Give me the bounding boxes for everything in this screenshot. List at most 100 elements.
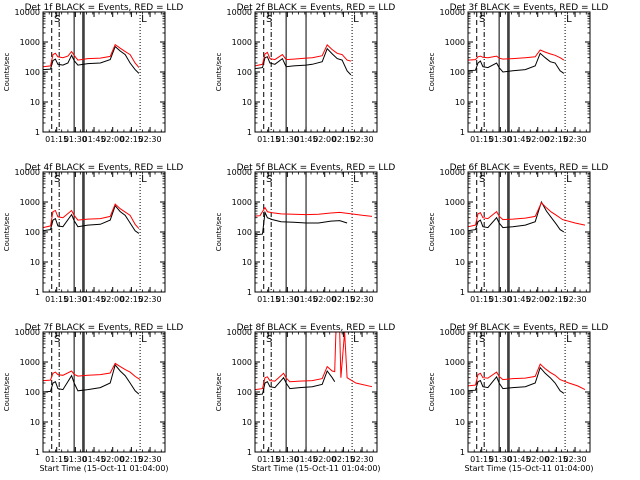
x-tick-label: 02:30 bbox=[564, 135, 587, 144]
x-tick-label: 02:00 bbox=[101, 295, 124, 304]
interval-marker-L: L bbox=[566, 14, 572, 25]
y-tick-label: 1 bbox=[460, 288, 465, 297]
y-tick-label: 10000 bbox=[440, 8, 465, 17]
y-axis-label: Counts/sec bbox=[428, 373, 436, 412]
plot-frame bbox=[42, 331, 166, 453]
y-tick-label: 10000 bbox=[227, 8, 252, 17]
y-tick-label: 1000 bbox=[445, 38, 465, 47]
y-tick-label: 1000 bbox=[232, 198, 252, 207]
x-tick-label: 02:00 bbox=[526, 135, 549, 144]
interval-marker-S: S bbox=[54, 14, 60, 25]
x-tick-label: 01:30 bbox=[489, 455, 512, 464]
y-tick-label: 10 bbox=[455, 418, 465, 427]
y-tick-label: 10 bbox=[30, 418, 40, 427]
series-line-lld bbox=[255, 206, 373, 217]
y-tick-label: 1 bbox=[460, 128, 465, 137]
interval-marker-L: L bbox=[566, 174, 572, 185]
x-tick-label: 02:15 bbox=[545, 295, 568, 304]
x-tick-label: 02:30 bbox=[564, 295, 587, 304]
y-tick-label: 100 bbox=[237, 68, 252, 77]
series-line-lld bbox=[468, 49, 565, 61]
y-tick-label: 100 bbox=[450, 388, 465, 397]
interval-marker-S: S bbox=[479, 334, 485, 345]
y-axis-label: Counts/sec bbox=[3, 373, 11, 412]
panel-title: Det 7f BLACK = Events, RED = LLD bbox=[25, 323, 184, 333]
panel-title: Det 3f BLACK = Events, RED = LLD bbox=[450, 3, 609, 13]
x-tick-label: 02:30 bbox=[139, 295, 162, 304]
detector-panel: Det 2f BLACK = Events, RED = LLD Counts/s… bbox=[215, 3, 395, 144]
y-axis-label: Counts/sec bbox=[215, 213, 223, 252]
series-line-lld bbox=[255, 44, 352, 67]
x-tick-label: 01:45 bbox=[508, 295, 531, 304]
y-tick-label: 1 bbox=[247, 448, 252, 457]
y-tick-label: 10000 bbox=[440, 328, 465, 337]
x-tick-label: 01:30 bbox=[64, 455, 87, 464]
x-tick-label: 02:30 bbox=[351, 295, 374, 304]
interval-marker-L: L bbox=[353, 174, 359, 185]
y-tick-label: 100 bbox=[450, 228, 465, 237]
detector-panel: Det 4f BLACK = Events, RED = LLD Counts/s… bbox=[3, 163, 183, 304]
x-tick-label: 01:15 bbox=[257, 295, 280, 304]
series-line-events bbox=[255, 210, 348, 236]
x-tick-label: 01:15 bbox=[45, 135, 68, 144]
y-tick-label: 10 bbox=[30, 258, 40, 267]
panel-title: Det 1f BLACK = Events, RED = LLD bbox=[25, 3, 184, 13]
x-tick-label: 02:00 bbox=[101, 455, 124, 464]
panel-title: Det 8f BLACK = Events, RED = LLD bbox=[237, 323, 396, 333]
series-line-events bbox=[255, 47, 352, 76]
y-tick-label: 100 bbox=[450, 68, 465, 77]
y-tick-label: 1 bbox=[247, 288, 252, 297]
detector-panel: Det 3f BLACK = Events, RED = LLD Counts/s… bbox=[428, 3, 608, 144]
x-tick-label: 02:30 bbox=[139, 135, 162, 144]
interval-marker-S: S bbox=[479, 174, 485, 185]
y-axis-label: Counts/sec bbox=[3, 213, 11, 252]
y-tick-label: 10000 bbox=[15, 328, 40, 337]
plot-frame bbox=[254, 171, 378, 293]
interval-marker-S: S bbox=[54, 334, 60, 345]
panel-title: Det 9f BLACK = Events, RED = LLD bbox=[450, 323, 609, 333]
y-tick-label: 1 bbox=[35, 288, 40, 297]
x-tick-label: 01:30 bbox=[64, 135, 87, 144]
y-tick-label: 1 bbox=[460, 448, 465, 457]
interval-marker-S: S bbox=[54, 174, 60, 185]
x-tick-label: 02:15 bbox=[332, 295, 355, 304]
panel-title: Det 5f BLACK = Events, RED = LLD bbox=[237, 163, 396, 173]
y-tick-label: 100 bbox=[25, 68, 40, 77]
series-line-events bbox=[43, 204, 140, 234]
interval-marker-L: L bbox=[566, 334, 572, 345]
y-tick-label: 1000 bbox=[232, 38, 252, 47]
x-tick-label: 02:15 bbox=[120, 455, 143, 464]
x-tick-label: 02:30 bbox=[351, 455, 374, 464]
x-tick-label: 01:15 bbox=[45, 295, 68, 304]
y-tick-label: 1000 bbox=[445, 198, 465, 207]
x-tick-label: 02:00 bbox=[313, 135, 336, 144]
panel-title: Det 2f BLACK = Events, RED = LLD bbox=[237, 3, 396, 13]
interval-marker-L: L bbox=[141, 14, 147, 25]
detector-panel: Det 8f BLACK = Events, RED = LLD Counts/s… bbox=[215, 323, 395, 473]
series-line-events bbox=[468, 200, 565, 233]
y-tick-label: 10000 bbox=[15, 8, 40, 17]
x-tick-label: 02:30 bbox=[351, 135, 374, 144]
y-tick-label: 10 bbox=[455, 98, 465, 107]
y-tick-label: 1000 bbox=[20, 198, 40, 207]
series-line-events bbox=[468, 366, 565, 394]
x-tick-label: 02:15 bbox=[332, 135, 355, 144]
y-tick-label: 10000 bbox=[440, 168, 465, 177]
interval-marker-L: L bbox=[141, 174, 147, 185]
x-tick-label: 02:15 bbox=[332, 455, 355, 464]
x-axis-label: Start Time (15-Oct-11 01:04:00) bbox=[251, 464, 380, 473]
plot-frame bbox=[467, 11, 591, 133]
y-tick-label: 100 bbox=[237, 388, 252, 397]
y-tick-label: 1000 bbox=[20, 358, 40, 367]
x-tick-label: 01:45 bbox=[508, 135, 531, 144]
y-tick-label: 10 bbox=[242, 258, 252, 267]
y-tick-label: 10000 bbox=[227, 328, 252, 337]
plot-frame bbox=[467, 331, 591, 453]
plot-frame bbox=[254, 11, 378, 133]
interval-marker-L: L bbox=[353, 334, 359, 345]
y-tick-label: 1 bbox=[35, 448, 40, 457]
series-line-lld bbox=[43, 43, 140, 68]
x-tick-label: 01:45 bbox=[83, 135, 106, 144]
plot-frame bbox=[467, 171, 591, 293]
